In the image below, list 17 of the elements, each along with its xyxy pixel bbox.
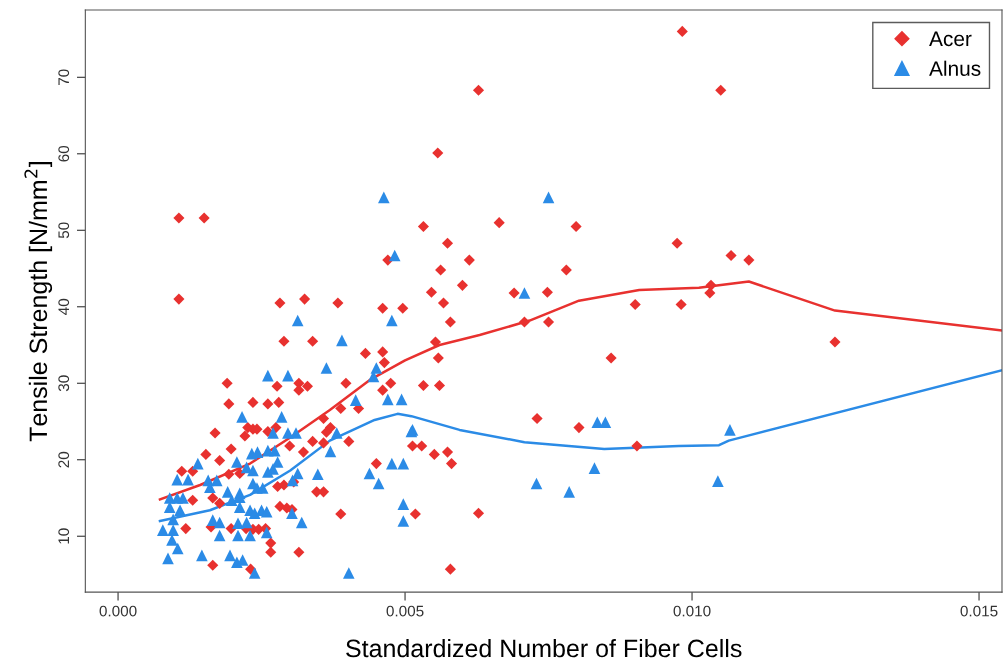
x-tick-label: 0.000 — [99, 605, 137, 617]
y-tick-label: 20 — [58, 451, 70, 468]
legend-label: Alnus — [929, 60, 981, 76]
x-axis-title: Standardized Number of Fiber Cells — [346, 638, 742, 658]
y-tick-label: 30 — [58, 375, 70, 392]
line-series — [158, 369, 1002, 523]
y-axis-title: Tensile Strength [N/mm$^{2}$] — [24, 162, 53, 442]
x-tick-label: 0.005 — [386, 605, 424, 617]
y-tick-label: 60 — [58, 145, 70, 162]
legend-label: Acer — [929, 31, 972, 47]
y-tick-label: 70 — [58, 69, 70, 86]
x-tick-label: 0.010 — [673, 605, 711, 617]
line-series — [158, 280, 1002, 501]
x-tick-label: 0.015 — [960, 605, 998, 617]
y-tick-label: 10 — [58, 528, 70, 544]
y-tick-label: 50 — [58, 222, 70, 239]
y-tick-label: 40 — [58, 298, 70, 315]
